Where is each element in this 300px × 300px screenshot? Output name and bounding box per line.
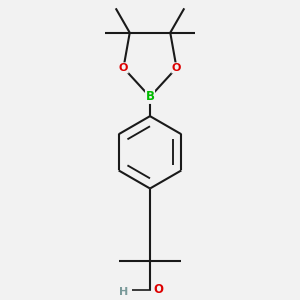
Text: O: O <box>172 63 181 73</box>
Text: B: B <box>146 90 154 103</box>
Text: O: O <box>119 63 128 73</box>
Text: H: H <box>119 287 128 297</box>
Text: O: O <box>154 283 164 296</box>
